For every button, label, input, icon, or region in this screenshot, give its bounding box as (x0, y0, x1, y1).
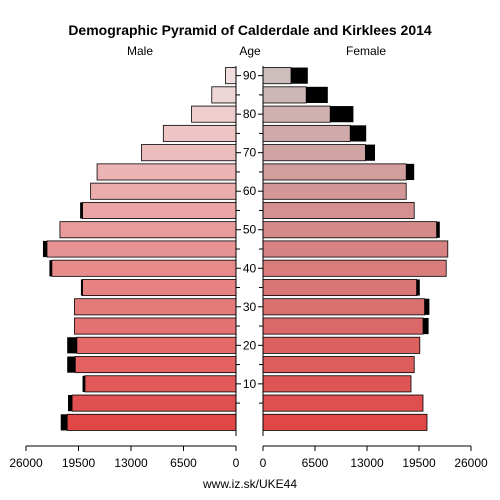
female-highlight (350, 125, 367, 142)
male-bar (59, 221, 237, 239)
axes-group: 10 20 30 40 50 60 70 80 90 26000 19500 13000 6500 0 0 6… (9, 66, 488, 470)
female-x-tick-label: 0 (260, 456, 267, 470)
age-tick-label: 90 (243, 69, 257, 83)
age-tick-label: 70 (243, 146, 257, 160)
female-highlight (306, 86, 328, 103)
female-bar (262, 86, 307, 104)
male-bar (90, 182, 237, 200)
female-bar (262, 279, 418, 297)
female-bar (262, 163, 407, 181)
male-bar (46, 240, 237, 258)
female-bar (262, 221, 438, 239)
male-x-tick-label: 6500 (170, 456, 197, 470)
male-x-tick-label: 0 (233, 456, 240, 470)
male-x-tick-label: 19500 (62, 456, 96, 470)
female-bar (262, 124, 351, 142)
female-bar (262, 67, 292, 85)
female-label: Female (346, 44, 386, 58)
male-highlight (80, 279, 83, 296)
bars-group (42, 67, 449, 431)
age-label: Age (239, 44, 261, 58)
male-label: Male (127, 44, 153, 58)
female-bar (262, 356, 415, 374)
male-x-tick-label: 13000 (114, 456, 148, 470)
female-highlight (406, 163, 415, 181)
male-bar (82, 279, 237, 297)
footer-url: www.iz.sk/UKE44 (202, 477, 297, 491)
male-bar (71, 394, 237, 412)
male-bar (191, 105, 237, 123)
age-tick-label: 50 (243, 223, 257, 237)
female-bar (262, 394, 424, 412)
male-bar (74, 298, 237, 316)
female-bar (262, 375, 412, 393)
male-bar (225, 67, 237, 85)
female-highlight (291, 67, 308, 84)
female-bar (262, 317, 424, 335)
male-bar (74, 356, 237, 374)
female-highlight (365, 144, 375, 161)
male-bar (211, 86, 237, 104)
male-bar (51, 259, 237, 277)
age-tick-label: 60 (243, 184, 257, 198)
female-highlight (330, 106, 354, 123)
male-highlight (82, 375, 85, 392)
male-highlight (49, 260, 52, 277)
male-bar (162, 124, 237, 142)
female-bar (262, 182, 407, 200)
female-highlight (436, 221, 440, 238)
female-x-tick-label: 13000 (350, 456, 384, 470)
male-highlight (60, 414, 68, 431)
female-x-tick-label: 26000 (454, 456, 488, 470)
female-bar (262, 298, 426, 316)
male-bar (74, 317, 237, 335)
male-highlight (68, 395, 73, 412)
age-tick-label: 40 (243, 261, 257, 275)
female-bar (262, 413, 428, 431)
male-x-tick-label: 26000 (9, 456, 43, 470)
male-bar (84, 375, 237, 393)
female-bar (262, 201, 415, 219)
male-bar (96, 163, 237, 181)
female-highlight (416, 279, 420, 296)
male-highlight (80, 202, 83, 219)
female-highlight (424, 298, 430, 315)
female-bar (262, 240, 449, 258)
age-tick-label: 30 (243, 300, 257, 314)
female-x-tick-label: 6500 (302, 456, 329, 470)
female-bar (262, 105, 331, 123)
male-highlight (67, 337, 77, 354)
female-bar (262, 336, 421, 354)
age-tick-label: 80 (243, 107, 257, 121)
male-bar (66, 413, 237, 431)
female-bar (262, 259, 447, 277)
female-highlight (423, 317, 429, 335)
female-x-tick-label: 19500 (402, 456, 436, 470)
male-highlight (67, 356, 76, 373)
age-tick-label: 10 (243, 377, 257, 391)
male-bar (76, 336, 237, 354)
male-highlight (42, 240, 47, 258)
male-bar (141, 144, 237, 162)
chart-title: Demographic Pyramid of Calderdale and Ki… (68, 22, 432, 38)
female-bar (262, 144, 366, 162)
male-bar (82, 201, 237, 219)
age-tick-label: 20 (243, 338, 257, 352)
